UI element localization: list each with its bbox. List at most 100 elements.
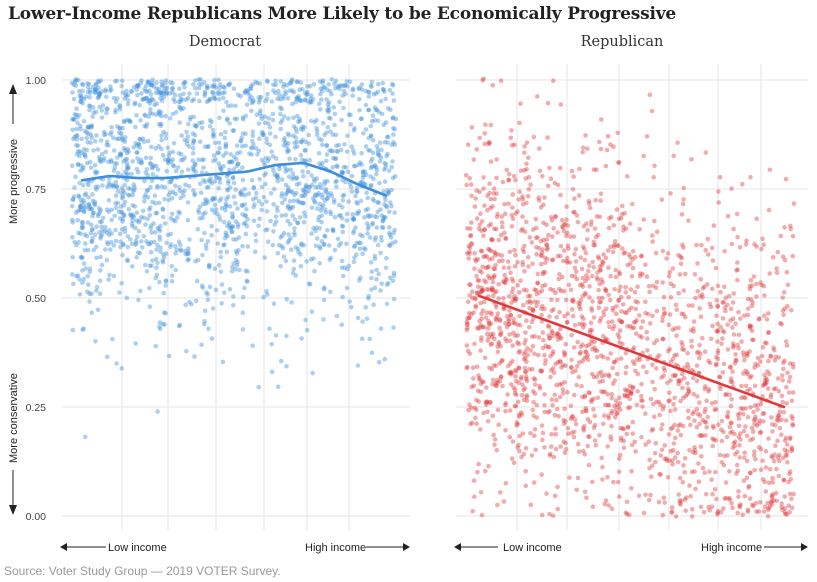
republican-point — [679, 212, 685, 217]
republican-point — [620, 341, 625, 347]
republican-point — [502, 272, 508, 278]
democrat-point — [330, 227, 336, 232]
republican-point — [680, 346, 685, 352]
republican-point — [568, 416, 574, 422]
democrat-point — [306, 132, 312, 138]
democrat-point — [194, 91, 200, 96]
democrat-point — [117, 126, 123, 131]
republican-point — [689, 157, 694, 162]
democrat-point — [140, 97, 145, 102]
democrat-point — [120, 188, 126, 193]
democrat-point — [240, 294, 246, 300]
democrat-point — [192, 161, 198, 166]
republican-point — [669, 505, 675, 510]
republican-point — [615, 130, 621, 136]
republican-point — [608, 244, 613, 250]
republican-point — [707, 301, 713, 307]
republican-point — [587, 419, 593, 425]
democrat-point — [177, 210, 182, 216]
republican-point — [628, 254, 633, 260]
republican-point — [749, 303, 755, 309]
democrat-point — [87, 107, 92, 113]
republican-point — [687, 483, 692, 488]
republican-point — [528, 182, 533, 187]
democrat-point — [107, 272, 112, 278]
republican-point — [539, 253, 544, 258]
democrat-point — [120, 216, 126, 222]
democrat-point — [288, 205, 294, 211]
republican-point — [782, 447, 787, 453]
democrat-point — [221, 108, 226, 113]
republican-point — [478, 427, 483, 432]
democrat-point — [104, 106, 109, 111]
republican-point — [491, 191, 497, 196]
republican-point — [672, 422, 677, 428]
republican-point — [713, 362, 719, 368]
republican-point — [574, 364, 580, 369]
democrat-point — [125, 101, 131, 107]
democrat-point — [134, 254, 139, 260]
democrat-point — [224, 174, 230, 179]
republican-point — [608, 434, 613, 439]
democrat-point — [110, 182, 115, 188]
republican-point — [681, 288, 687, 293]
republican-point — [603, 255, 609, 261]
democrat-point — [75, 273, 81, 278]
democrat-point — [389, 164, 395, 170]
republican-point — [623, 285, 628, 290]
democrat-point — [230, 264, 235, 270]
democrat-point — [256, 95, 262, 100]
democrat-point — [92, 202, 98, 208]
democrat-point — [127, 118, 133, 124]
republican-point — [556, 413, 561, 419]
democrat-point — [316, 217, 321, 223]
republican-point — [790, 253, 796, 259]
democrat-point — [83, 94, 89, 100]
democrat-point — [217, 176, 222, 182]
democrat-point — [207, 97, 213, 102]
democrat-point — [253, 195, 259, 200]
democrat-point — [274, 205, 280, 210]
democrat-point — [285, 96, 291, 101]
republican-point — [507, 370, 512, 376]
republican-point — [770, 254, 776, 260]
republican-point — [473, 196, 479, 201]
democrat-point — [177, 185, 182, 190]
democrat-point — [330, 132, 336, 137]
republican-point — [480, 288, 486, 293]
republican-point — [548, 374, 553, 380]
democrat-point — [166, 192, 171, 198]
republican-point — [730, 369, 735, 374]
democrat-point — [79, 95, 84, 100]
republican-point — [524, 200, 529, 206]
republican-point — [588, 222, 594, 228]
democrat-point — [78, 231, 83, 237]
republican-point — [683, 508, 688, 513]
republican-point — [576, 449, 582, 454]
republican-point — [540, 269, 546, 275]
democrat-point — [291, 124, 297, 129]
democrat-point — [91, 210, 96, 216]
republican-point — [593, 348, 598, 353]
republican-point — [784, 449, 790, 454]
democrat-point — [296, 199, 302, 205]
republican-point — [780, 308, 786, 313]
democrat-point — [158, 249, 163, 254]
democrat-point — [190, 146, 196, 151]
republican-point — [781, 477, 786, 483]
democrat-point — [221, 84, 226, 90]
democrat-point — [322, 233, 328, 239]
republican-point — [488, 159, 494, 164]
republican-point — [471, 478, 477, 483]
republican-point — [477, 222, 483, 228]
democrat-point — [332, 200, 337, 205]
democrat-point — [104, 207, 110, 212]
republican-point — [464, 322, 470, 328]
democrat-point — [72, 112, 78, 117]
republican-point — [741, 478, 747, 484]
democrat-point — [197, 204, 203, 209]
democrat-point — [269, 342, 275, 347]
republican-point — [542, 361, 548, 367]
republican-point — [603, 288, 609, 293]
republican-point — [594, 167, 599, 172]
